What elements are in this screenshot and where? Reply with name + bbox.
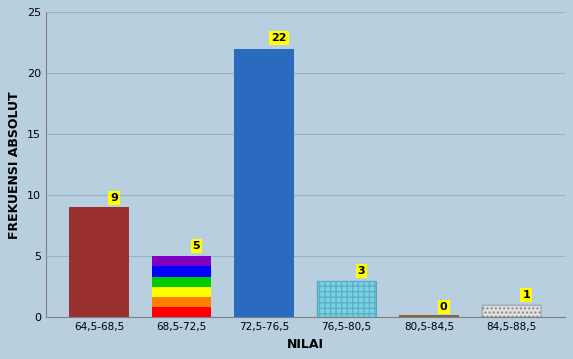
- Bar: [482, 305, 541, 317]
- Text: 5: 5: [193, 241, 200, 251]
- Bar: [152, 297, 211, 307]
- Bar: [152, 307, 211, 317]
- Bar: [152, 287, 211, 297]
- Bar: [152, 256, 211, 266]
- Text: 9: 9: [110, 192, 118, 202]
- Bar: [152, 266, 211, 276]
- Bar: [399, 316, 458, 317]
- Bar: [317, 281, 376, 317]
- X-axis label: NILAI: NILAI: [286, 338, 324, 351]
- Bar: [69, 208, 129, 317]
- Text: 1: 1: [523, 290, 530, 300]
- Text: 0: 0: [440, 302, 448, 312]
- Bar: [152, 276, 211, 287]
- Y-axis label: FREKUENSI ABSOLUT: FREKUENSI ABSOLUT: [9, 91, 21, 239]
- Text: 3: 3: [358, 266, 365, 276]
- Bar: [482, 305, 541, 317]
- Bar: [317, 281, 376, 317]
- Text: 22: 22: [271, 33, 286, 43]
- Bar: [234, 49, 294, 317]
